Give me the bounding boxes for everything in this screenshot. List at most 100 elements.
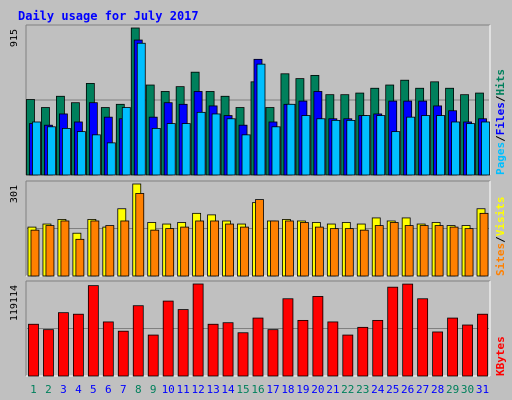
bar-kbytes-day-12	[192, 283, 204, 377]
bar-sites-day-9	[150, 229, 160, 277]
bar-pages-day-7	[121, 107, 131, 176]
bar-kbytes-day-11	[177, 309, 189, 377]
bar-kbytes-day-30	[462, 324, 473, 377]
bar-sites-day-23	[359, 229, 369, 277]
bar-pages-day-5	[91, 134, 101, 176]
series-separator: /	[494, 95, 507, 102]
bar-sites-day-31	[479, 212, 489, 277]
x-tick-label-day-23: 23	[356, 383, 369, 396]
bar-kbytes-day-19	[297, 319, 309, 377]
x-tick-label-day-13: 13	[206, 383, 219, 396]
bar-pages-day-15	[241, 134, 251, 176]
bar-pages-day-26	[406, 116, 416, 176]
series-separator: /	[494, 135, 507, 142]
bar-pages-day-11	[181, 123, 191, 176]
bar-sites-day-17	[270, 220, 279, 277]
bar-sites-day-12	[195, 220, 205, 277]
chart-panels: 915Pages/Files/Hits301Sites/Visits119114…	[9, 24, 507, 377]
bar-sites-day-13	[210, 220, 220, 277]
bar-kbytes-day-17	[267, 329, 279, 377]
bar-kbytes-day-26	[402, 283, 414, 377]
x-tick-label-day-27: 27	[416, 383, 429, 396]
series-axis-label: Sites/Visits	[494, 197, 507, 277]
bar-sites-day-20	[314, 226, 324, 277]
x-tick-label-day-4: 4	[75, 383, 82, 396]
bar-pages-day-28	[436, 115, 446, 176]
bar-kbytes-day-18	[282, 298, 294, 377]
series-label-pages: Pages	[494, 142, 507, 175]
bar-pages-day-2	[47, 126, 56, 176]
bar-sites-day-6	[105, 225, 115, 277]
bar-sites-day-28	[434, 225, 444, 277]
bar-pages-day-18	[286, 103, 296, 176]
x-tick-label-day-1: 1	[30, 383, 37, 396]
x-tick-label-day-11: 11	[177, 383, 190, 396]
x-tick-label-day-20: 20	[311, 383, 324, 396]
bar-sites-day-26	[404, 225, 414, 277]
bar-pages-day-14	[226, 118, 236, 176]
bar-pages-day-20	[316, 118, 326, 176]
panel-visits-sites: 301 Sites/Visits	[9, 180, 507, 277]
series-label-kbytes: KBytes	[494, 336, 507, 376]
bar-kbytes-day-8	[132, 305, 144, 377]
bar-sites-day-29	[449, 226, 459, 277]
x-tick-label-day-21: 21	[326, 383, 339, 396]
bar-pages-day-27	[421, 115, 431, 176]
x-axis-day-labels: 1 2 3 4 5 6 7 8 9 10 11 12 13 14 15 16 17 18 19 20 21 22 23 24 2…	[30, 383, 489, 396]
x-tick-label-day-28: 28	[431, 383, 444, 396]
bar-sites-day-15	[240, 226, 249, 277]
bar-sites-day-1	[30, 229, 40, 277]
bar-pages-day-9	[151, 128, 161, 176]
x-tick-label-day-17: 17	[266, 383, 279, 396]
bar-sites-day-8	[135, 193, 145, 277]
series-axis-label: Pages/Files/Hits	[494, 69, 507, 175]
x-tick-label-day-14: 14	[221, 383, 235, 396]
series-label-files: Files	[494, 102, 507, 135]
bar-kbytes-day-31	[477, 313, 488, 377]
bar-kbytes-day-20	[312, 296, 324, 377]
bar-pages-day-30	[466, 123, 475, 176]
x-tick-label-day-3: 3	[60, 383, 67, 396]
bar-pages-day-6	[106, 142, 116, 176]
bar-kbytes-day-1	[28, 323, 39, 377]
y-max-label: 119114	[9, 285, 20, 321]
x-tick-label-day-22: 22	[341, 383, 354, 396]
bar-pages-day-8	[136, 42, 146, 176]
bar-sites-day-24	[374, 225, 384, 277]
bar-sites-day-19	[299, 222, 309, 277]
bar-kbytes-day-10	[162, 300, 174, 377]
x-tick-label-day-31: 31	[476, 383, 489, 396]
bar-kbytes-day-28	[432, 331, 444, 377]
bar-kbytes-day-5	[87, 285, 99, 377]
bar-kbytes-day-25	[387, 286, 399, 377]
series-label-sites: Sites	[494, 243, 507, 276]
bar-kbytes-day-22	[342, 334, 354, 377]
bar-kbytes-day-14	[222, 322, 234, 377]
bar-pages-day-16	[256, 63, 266, 176]
bar-sites-day-16	[255, 199, 264, 277]
bar-pages-day-17	[271, 126, 281, 176]
bar-kbytes-day-29	[447, 317, 458, 377]
panel-kbytes: 119114 KBytes	[9, 280, 507, 377]
x-tick-label-day-26: 26	[401, 383, 414, 396]
bar-sites-day-30	[464, 228, 474, 277]
bar-kbytes-day-15	[237, 332, 249, 377]
bar-sites-day-2	[45, 225, 55, 277]
bar-pages-day-23	[361, 115, 371, 176]
bar-pages-day-1	[32, 121, 41, 176]
x-tick-label-day-6: 6	[105, 383, 112, 396]
bar-sites-day-5	[90, 220, 100, 277]
x-tick-label-day-10: 10	[162, 383, 175, 396]
bar-sites-day-11	[180, 226, 190, 277]
bar-kbytes-day-7	[117, 330, 129, 377]
x-tick-label-day-9: 9	[150, 383, 157, 396]
bar-pages-day-25	[391, 131, 401, 176]
chart-title: Daily usage for July 2017	[18, 9, 199, 23]
x-tick-label-day-30: 30	[461, 383, 474, 396]
bar-pages-day-24	[376, 115, 386, 176]
bar-sites-day-7	[120, 220, 130, 277]
x-tick-label-day-15: 15	[236, 383, 249, 396]
bar-sites-day-21	[329, 228, 339, 277]
